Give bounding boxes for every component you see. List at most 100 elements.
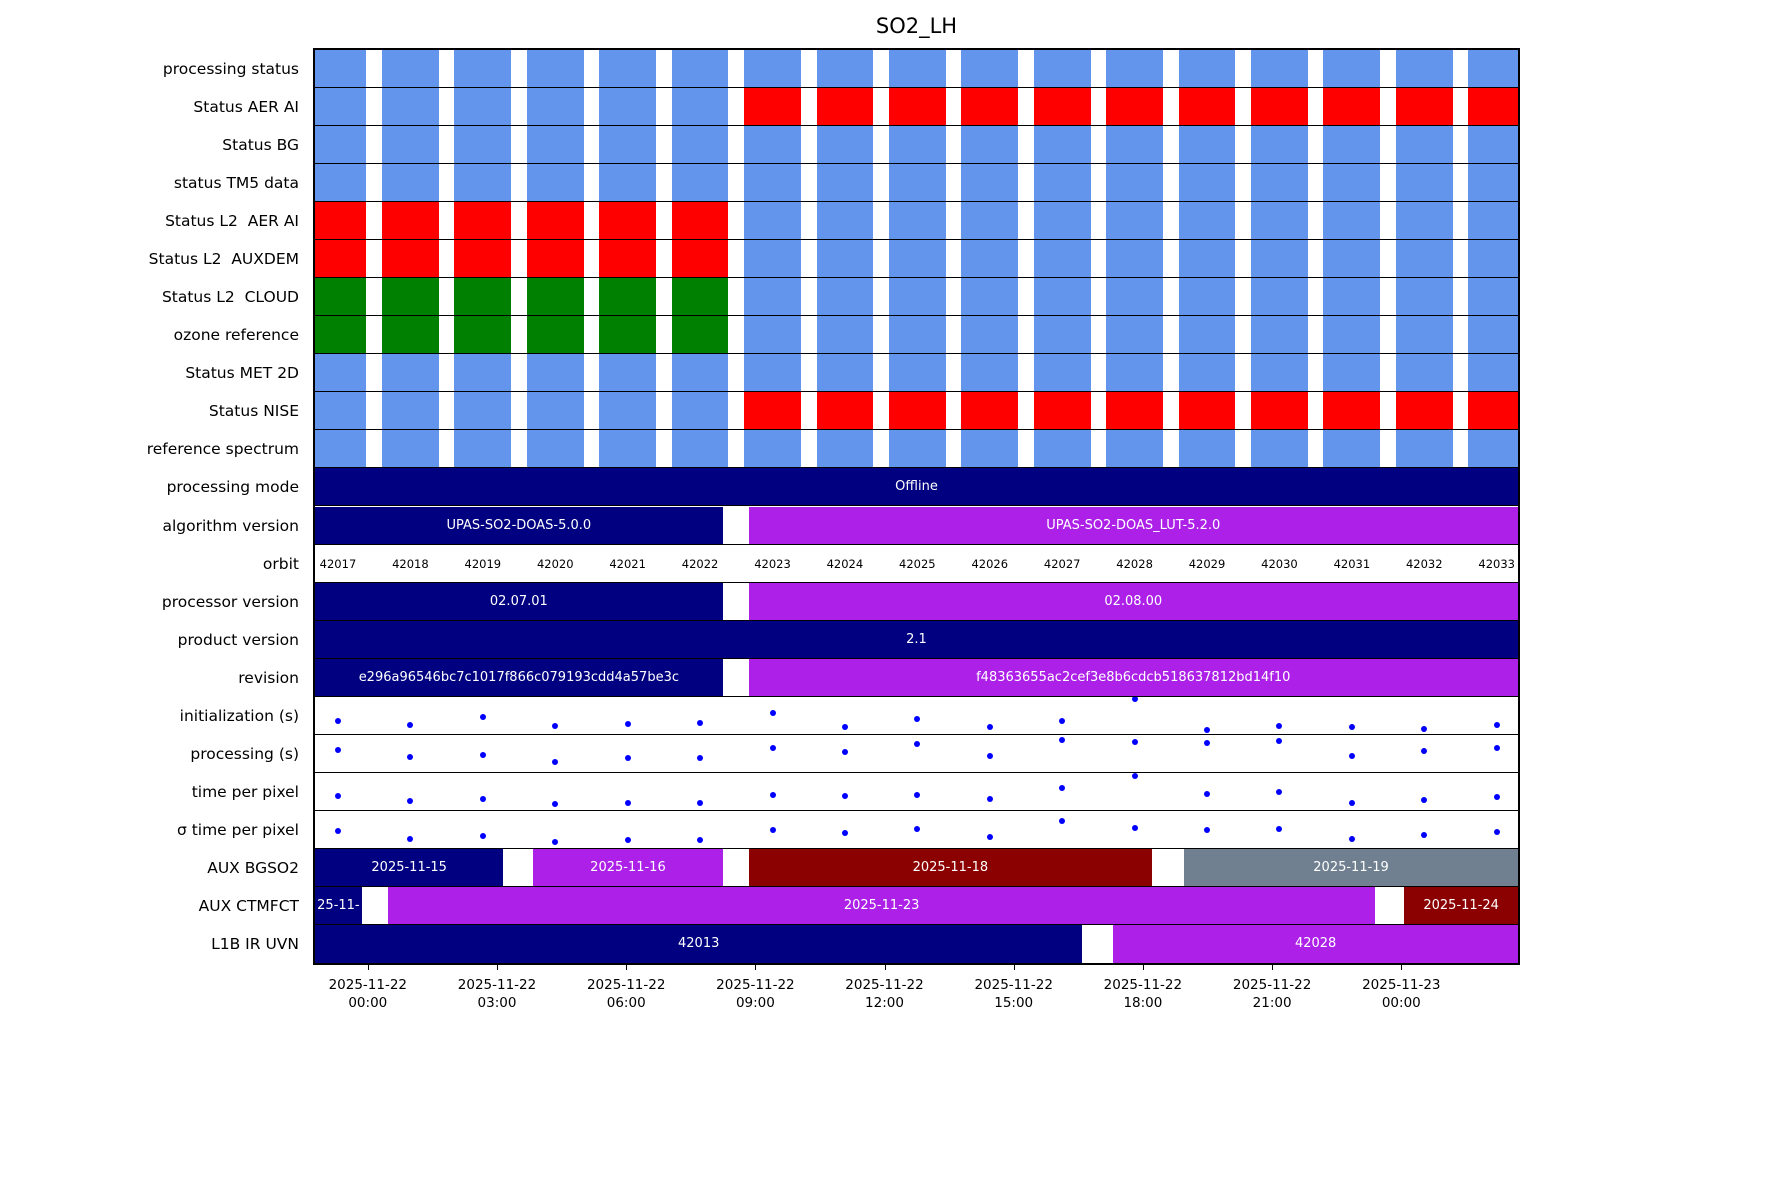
status-block bbox=[526, 88, 584, 126]
orbit-label: 42021 bbox=[609, 556, 646, 571]
row-label-processing-mode: processing mode bbox=[166, 478, 299, 497]
status-block bbox=[816, 392, 874, 430]
status-block bbox=[816, 126, 874, 164]
status-block bbox=[382, 354, 439, 392]
scatter-dot bbox=[407, 721, 414, 728]
status-block bbox=[315, 354, 367, 392]
status-block bbox=[744, 278, 801, 316]
x-tick-mark bbox=[1013, 965, 1015, 970]
scatter-dot bbox=[986, 753, 993, 760]
status-block bbox=[1106, 88, 1163, 126]
scatter-dot bbox=[479, 832, 486, 839]
status-block bbox=[1395, 430, 1453, 468]
scatter-dot bbox=[1059, 818, 1066, 825]
status-block bbox=[1178, 88, 1236, 126]
status-block bbox=[1395, 240, 1453, 278]
status-block bbox=[1323, 430, 1381, 468]
timeline-bar: 2025-11-19 bbox=[1184, 848, 1518, 886]
status-block bbox=[1178, 126, 1236, 164]
status-block bbox=[671, 50, 729, 88]
scatter-dot bbox=[1276, 788, 1283, 795]
status-block bbox=[1033, 278, 1091, 316]
status-block bbox=[888, 392, 946, 430]
scatter-dot bbox=[479, 796, 486, 803]
timeline-bar: 42013 bbox=[315, 924, 1083, 963]
x-tick-label: 2025-11-22 12:00 bbox=[845, 977, 924, 1012]
scatter-dot bbox=[1421, 796, 1428, 803]
row-label-time-per-pixel: time per pixel bbox=[191, 782, 299, 801]
plot-area: Offline UPAS-SO2-DOAS-5.0.0 UPAS-SO2-DOAS_… bbox=[313, 48, 1520, 965]
scatter-dot bbox=[624, 799, 631, 806]
status-block bbox=[1251, 430, 1308, 468]
status-block bbox=[1323, 278, 1381, 316]
scatter-dot bbox=[1059, 784, 1066, 791]
orbit-label: 42022 bbox=[681, 556, 719, 571]
status-block bbox=[382, 430, 439, 468]
bar-label: 2025-11-23 bbox=[843, 897, 920, 913]
scatter-dot bbox=[407, 753, 414, 760]
status-block bbox=[1033, 354, 1091, 392]
scatter-dot bbox=[1131, 772, 1138, 779]
scatter-dot bbox=[841, 792, 848, 799]
status-block bbox=[1323, 354, 1381, 392]
status-block bbox=[1395, 202, 1453, 240]
status-block bbox=[1106, 164, 1163, 202]
status-block bbox=[1468, 392, 1518, 430]
scatter-dot bbox=[1493, 828, 1500, 835]
scatter-dot bbox=[769, 709, 776, 716]
row-initialization-s bbox=[315, 696, 1518, 735]
status-block bbox=[671, 278, 729, 316]
row-label-status-aer-ai: Status AER AI bbox=[193, 98, 299, 117]
status-block bbox=[888, 278, 946, 316]
scatter-dot bbox=[552, 758, 559, 765]
row-label-status-tm5-data: status TM5 data bbox=[173, 174, 299, 193]
status-block bbox=[816, 430, 874, 468]
orbit-label: 42025 bbox=[899, 556, 936, 571]
status-block bbox=[1251, 202, 1308, 240]
scatter-dot bbox=[986, 723, 993, 730]
status-block bbox=[315, 88, 367, 126]
row-ozone-reference bbox=[315, 316, 1518, 355]
status-block bbox=[1106, 316, 1163, 354]
row-status-met-2d bbox=[315, 354, 1518, 393]
timeline-bar: UPAS-SO2-DOAS-5.0.0 bbox=[315, 506, 723, 544]
status-block bbox=[744, 202, 801, 240]
status-block bbox=[961, 164, 1019, 202]
status-block bbox=[1323, 316, 1381, 354]
bar-label: 02.07.01 bbox=[489, 593, 548, 609]
status-block bbox=[1033, 126, 1091, 164]
status-block bbox=[1033, 88, 1091, 126]
status-block bbox=[1323, 126, 1381, 164]
scatter-dot bbox=[552, 839, 559, 846]
scatter-dot bbox=[334, 746, 341, 753]
row-label-processor-version: processor version bbox=[161, 592, 299, 611]
scatter-dot bbox=[479, 751, 486, 758]
status-block bbox=[1468, 88, 1518, 126]
row-label-orbit: orbit bbox=[262, 554, 299, 573]
row-processor-version: 02.07.01 02.08.00 bbox=[315, 582, 1518, 621]
x-tick-mark bbox=[497, 965, 498, 970]
chart-title: SO2_LH bbox=[875, 14, 958, 38]
status-block bbox=[1251, 88, 1308, 126]
timeline-bar: f48363655ac2cef3e8b6cdcb518637812bd14f10 bbox=[748, 658, 1518, 696]
status-block bbox=[1323, 202, 1381, 240]
status-block bbox=[454, 202, 512, 240]
status-block bbox=[816, 88, 874, 126]
status-block bbox=[1468, 430, 1518, 468]
status-block bbox=[599, 392, 657, 430]
status-block bbox=[1033, 430, 1091, 468]
status-block bbox=[1106, 126, 1163, 164]
scatter-dot bbox=[697, 754, 704, 761]
row-status-aer-ai bbox=[315, 88, 1518, 127]
status-block bbox=[315, 316, 367, 354]
status-block bbox=[599, 126, 657, 164]
status-block bbox=[1033, 50, 1091, 88]
status-block bbox=[1178, 240, 1236, 278]
x-tick-label: 2025-11-22 21:00 bbox=[1232, 977, 1312, 1012]
scatter-dot bbox=[1493, 745, 1500, 752]
status-block bbox=[382, 88, 439, 126]
row-label-revision: revision bbox=[238, 668, 299, 687]
status-block bbox=[888, 202, 946, 240]
orbit-label: 42017 bbox=[319, 556, 357, 571]
status-block bbox=[1468, 354, 1518, 392]
